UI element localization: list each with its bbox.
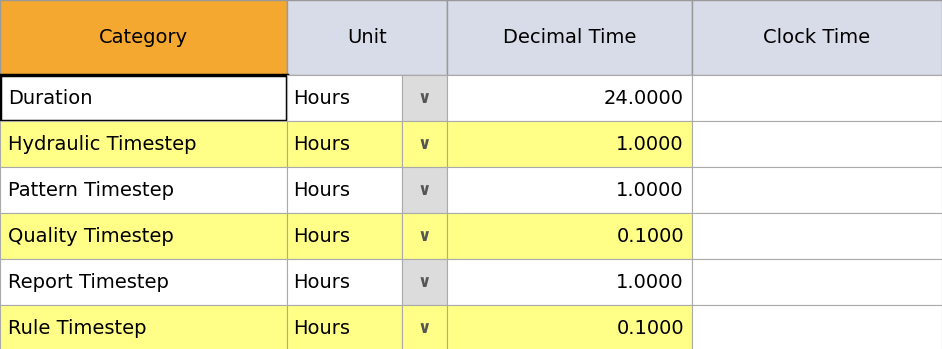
Text: 1.0000: 1.0000	[616, 134, 684, 154]
Text: ∨: ∨	[417, 89, 431, 107]
Bar	[447, 305, 692, 349]
Text: Rule Timestep: Rule Timestep	[8, 319, 147, 337]
Text: 1.0000: 1.0000	[616, 273, 684, 291]
Text: Hours: Hours	[293, 227, 350, 245]
Text: Duration: Duration	[8, 89, 92, 107]
Bar	[402, 121, 447, 167]
Bar	[287, 121, 402, 167]
Text: Pattern Timestep: Pattern Timestep	[8, 180, 174, 200]
Bar	[287, 305, 402, 349]
Bar	[447, 259, 692, 305]
Text: Hours: Hours	[293, 273, 350, 291]
Bar	[402, 213, 447, 259]
Bar	[692, 167, 942, 213]
Bar	[447, 121, 692, 167]
Bar	[402, 305, 447, 349]
Text: Hours: Hours	[293, 134, 350, 154]
Bar	[0, 75, 287, 121]
Text: 0.1000: 0.1000	[616, 227, 684, 245]
Bar	[287, 0, 447, 75]
Text: ∨: ∨	[417, 273, 431, 291]
Bar	[0, 167, 287, 213]
Bar	[287, 167, 402, 213]
Bar	[692, 0, 942, 75]
Text: ∨: ∨	[417, 135, 431, 153]
Text: Category: Category	[99, 28, 188, 47]
Bar	[692, 121, 942, 167]
Bar	[0, 121, 287, 167]
Text: Report Timestep: Report Timestep	[8, 273, 169, 291]
Bar	[447, 213, 692, 259]
Bar	[447, 0, 692, 75]
Bar	[287, 213, 402, 259]
Text: 1.0000: 1.0000	[616, 180, 684, 200]
Bar	[692, 259, 942, 305]
Bar	[692, 213, 942, 259]
Text: Hours: Hours	[293, 319, 350, 337]
Bar	[402, 167, 447, 213]
Bar	[0, 0, 287, 75]
Text: Quality Timestep: Quality Timestep	[8, 227, 173, 245]
Bar	[287, 75, 402, 121]
Text: Hydraulic Timestep: Hydraulic Timestep	[8, 134, 197, 154]
Text: Hours: Hours	[293, 180, 350, 200]
Bar	[0, 259, 287, 305]
Bar	[447, 167, 692, 213]
Text: Decimal Time: Decimal Time	[503, 28, 636, 47]
Text: ∨: ∨	[417, 319, 431, 337]
Text: ∨: ∨	[417, 227, 431, 245]
Text: 24.0000: 24.0000	[604, 89, 684, 107]
Text: ∨: ∨	[417, 181, 431, 199]
Bar	[402, 259, 447, 305]
Bar	[447, 75, 692, 121]
Text: 0.1000: 0.1000	[616, 319, 684, 337]
Text: Hours: Hours	[293, 89, 350, 107]
Bar	[692, 305, 942, 349]
Bar	[0, 305, 287, 349]
Bar	[287, 259, 402, 305]
Bar	[0, 213, 287, 259]
Bar	[402, 75, 447, 121]
Text: Unit: Unit	[347, 28, 387, 47]
Text: Clock Time: Clock Time	[763, 28, 870, 47]
Bar	[692, 75, 942, 121]
